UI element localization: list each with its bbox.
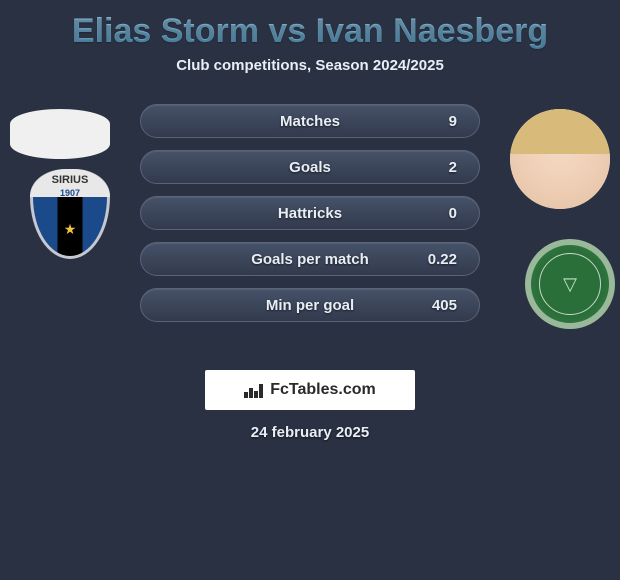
stat-bars: Matches9Goals2Hattricks0Goals per match0… <box>140 104 480 334</box>
stat-label: Min per goal <box>163 297 457 314</box>
stat-bar: Matches9 <box>140 104 480 138</box>
player-right-avatar <box>510 109 610 209</box>
subtitle: Club competitions, Season 2024/2025 <box>0 57 620 74</box>
stat-value-right: 2 <box>449 159 457 176</box>
club-right-badge: ▽ <box>520 234 620 334</box>
stat-bar: Hattricks0 <box>140 196 480 230</box>
brand-label: FcTables.com <box>270 381 376 399</box>
page-title: Elias Storm vs Ivan Naesberg <box>0 0 620 51</box>
chart-icon <box>244 382 264 398</box>
club-left-year: 1907 <box>30 189 110 197</box>
stat-bar: Goals per match0.22 <box>140 242 480 276</box>
player-left-avatar <box>10 109 110 159</box>
stat-value-right: 0 <box>449 205 457 222</box>
stat-label: Goals per match <box>163 251 457 268</box>
stat-bar: Min per goal405 <box>140 288 480 322</box>
club-left-badge: SIRIUS 1907 ★ <box>20 164 120 264</box>
club-left-name: SIRIUS <box>52 174 89 186</box>
stat-label: Matches <box>163 113 457 130</box>
brand-box: FcTables.com <box>205 370 415 410</box>
star-icon: ★ <box>64 221 77 238</box>
stat-value-right: 9 <box>449 113 457 130</box>
stat-label: Goals <box>163 159 457 176</box>
stat-value-right: 405 <box>432 297 457 314</box>
stat-bar: Goals2 <box>140 150 480 184</box>
stat-label: Hattricks <box>163 205 457 222</box>
date-label: 24 february 2025 <box>0 424 620 441</box>
comparison-content: SIRIUS 1907 ★ ▽ Matches9Goals2Hattricks0… <box>0 104 620 364</box>
club-right-emblem-icon: ▽ <box>551 265 589 303</box>
stat-value-right: 0.22 <box>428 251 457 268</box>
